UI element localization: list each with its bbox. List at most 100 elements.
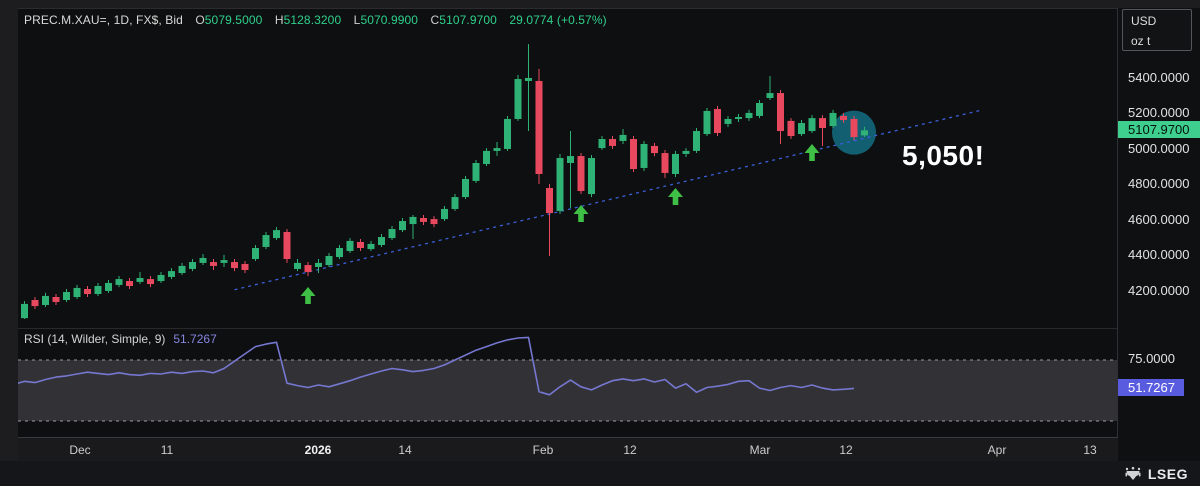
pane-divider[interactable] [18,328,1117,329]
candle [451,194,459,211]
unit-label: oz t [1131,34,1151,48]
candle [840,112,847,124]
buy-arrow-icon [573,205,589,223]
candle [283,229,291,263]
rsi-label: RSI (14, Wilder, Simple, 9) [24,332,166,346]
candle [504,115,511,151]
candle [661,150,669,178]
candle [388,226,396,241]
candle [850,115,858,141]
candle [273,227,280,241]
open-value: 5079.5000 [204,13,263,27]
time-axis-label: 11 [160,443,174,457]
candle [609,136,616,149]
open-label: O [195,13,205,27]
candle [252,244,259,261]
candle [420,214,427,225]
candle [861,126,868,137]
candle [336,244,343,260]
candle [94,282,102,296]
candle [220,254,228,268]
candle [462,175,469,200]
time-axis-label: 12 [839,443,853,457]
candle [231,259,238,272]
candle [126,278,133,290]
buy-arrow-icon [300,287,316,305]
candle [619,129,627,144]
candle [409,214,417,239]
time-axis-label: 12 [623,443,637,457]
rsi-band [18,360,1117,421]
candle [829,109,837,129]
candle [378,233,385,247]
candle [546,183,553,256]
candlestick-chart[interactable] [18,9,1117,328]
candle [556,153,564,214]
instrument-header: PREC.M.XAU=, 1D, FX$, Bid O5079.5000 H51… [24,13,607,27]
price-axis[interactable]: USD oz t 5107.9700 75.0000 51.7267 5400.… [1117,8,1200,461]
rsi-chart[interactable] [18,329,1117,438]
candle [819,115,826,146]
candle [315,259,322,274]
candle [525,44,532,132]
left-gutter [0,0,18,461]
candle [84,285,91,298]
time-axis-label: Apr [987,443,1007,457]
chart-panel[interactable]: PREC.M.XAU=, 1D, FX$, Bid O5079.5000 H51… [18,8,1117,438]
candle [357,238,364,252]
instrument-title: PREC.M.XAU=, 1D, FX$, Bid [24,13,183,27]
candle [262,232,270,250]
candle [745,109,753,121]
candle [199,254,207,266]
price-callout-annotation: 5,050! [902,140,985,171]
candle [588,155,595,198]
rsi-value-badge: 51.7267 [1118,378,1184,396]
candle [651,142,658,157]
candle [535,68,543,184]
candle [703,107,711,137]
high-label: H [274,13,284,27]
candle [346,238,354,253]
price-tick: 5000.0000 [1128,140,1190,156]
price-tick: 4400.0000 [1128,247,1190,262]
candle [294,259,301,272]
candle [493,142,501,156]
time-axis-label: Dec [69,443,91,457]
candle [325,252,333,268]
rsi-upper-level-tick: 75.0000 [1128,351,1175,366]
close-label: C [430,13,440,27]
candle [514,74,522,121]
unit-box: USD oz t [1122,9,1192,51]
candle [52,293,60,305]
candle [756,99,763,119]
rsi-indicator-pane[interactable]: RSI (14, Wilder, Simple, 9) 51.7267 [18,329,1117,438]
currency-label: USD [1131,14,1157,28]
time-axis-label: 13 [1083,443,1097,457]
candle [210,259,217,271]
time-axis-label: Mar [749,443,771,457]
candle [714,106,721,137]
price-tick: 4600.0000 [1128,211,1190,227]
candle [766,76,774,100]
candle [105,279,112,293]
candle [63,289,70,302]
rsi-line [18,336,855,396]
lseg-crest-icon [1125,466,1141,480]
price-candlestick-pane[interactable]: PREC.M.XAU=, 1D, FX$, Bid O5079.5000 H51… [18,9,1117,328]
time-axis-label: 2026 [304,443,332,457]
buy-arrow-icon [804,143,820,161]
candle [724,115,732,127]
candle [630,136,637,173]
price-tick: 4200.0000 [1128,282,1190,298]
time-axis[interactable]: Dec 11 2026 14 Feb 12 Mar 12 Apr 13 [18,437,1118,462]
candle [430,216,438,228]
candle [73,284,81,299]
candle [577,153,585,195]
candle [640,140,648,171]
candle [735,114,742,122]
price-tick: 4800.0000 [1128,176,1190,191]
candle [693,128,700,154]
candle [115,276,123,288]
candle [777,90,784,144]
